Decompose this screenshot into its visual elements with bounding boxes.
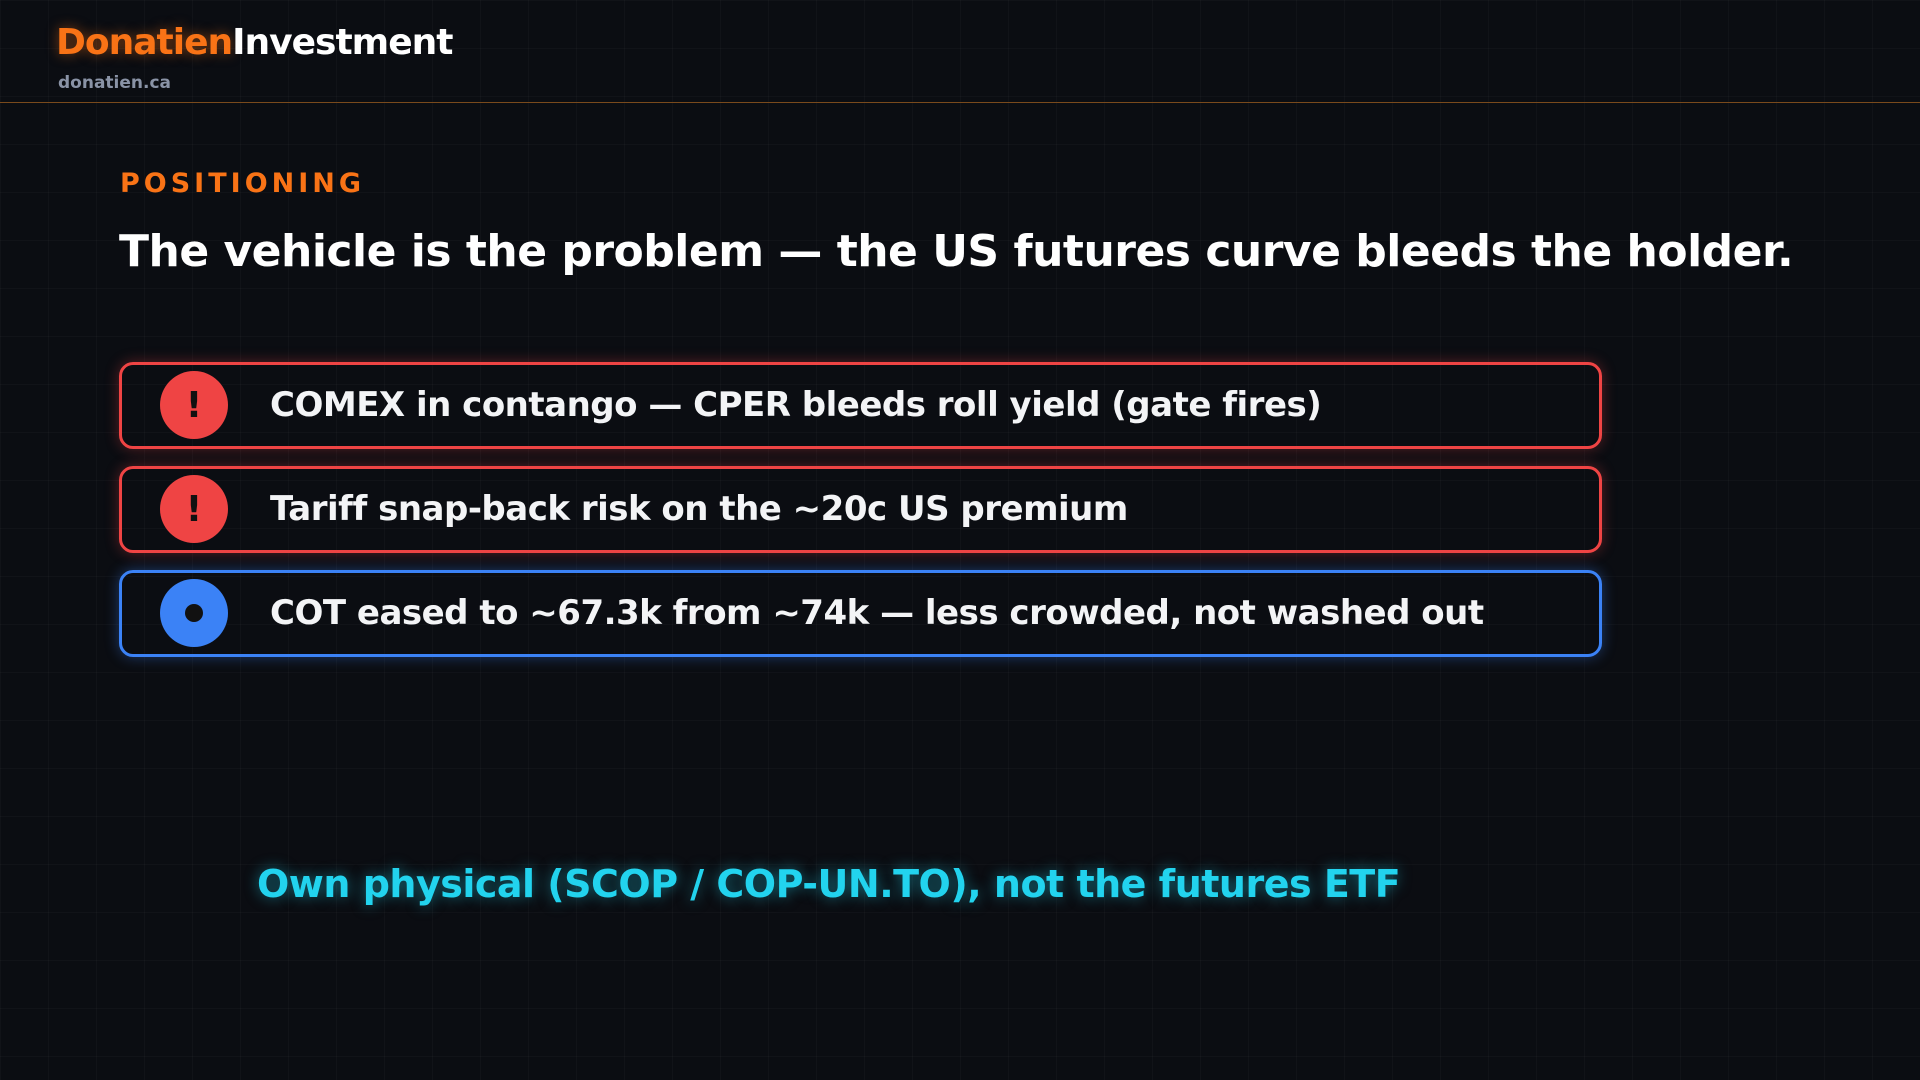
brand: DonatienInvestment	[56, 22, 453, 63]
card-text: Tariff snap-back risk on the ~20c US pre…	[270, 489, 1128, 529]
site-url: donatien.ca	[58, 73, 172, 93]
card-text: COMEX in contango — CPER bleeds roll yie…	[270, 385, 1322, 425]
risk-card: ! COMEX in contango — CPER bleeds roll y…	[119, 362, 1602, 449]
conclusion: Own physical (SCOP / COP-UN.TO), not the…	[257, 862, 1401, 906]
header-rule	[0, 102, 1920, 103]
brand-secondary: Investment	[232, 22, 453, 63]
card-text: COT eased to ~67.3k from ~74k — less cro…	[270, 593, 1484, 633]
brand-primary: Donatien	[56, 22, 233, 63]
section-label: POSITIONING	[120, 168, 366, 199]
alert-icon: !	[160, 371, 228, 439]
section-title: The vehicle is the problem — the US futu…	[119, 226, 1794, 277]
info-icon	[160, 579, 228, 647]
info-dot	[185, 604, 203, 622]
alert-icon: !	[160, 475, 228, 543]
info-card: COT eased to ~67.3k from ~74k — less cro…	[119, 570, 1602, 657]
risk-card: ! Tariff snap-back risk on the ~20c US p…	[119, 466, 1602, 553]
